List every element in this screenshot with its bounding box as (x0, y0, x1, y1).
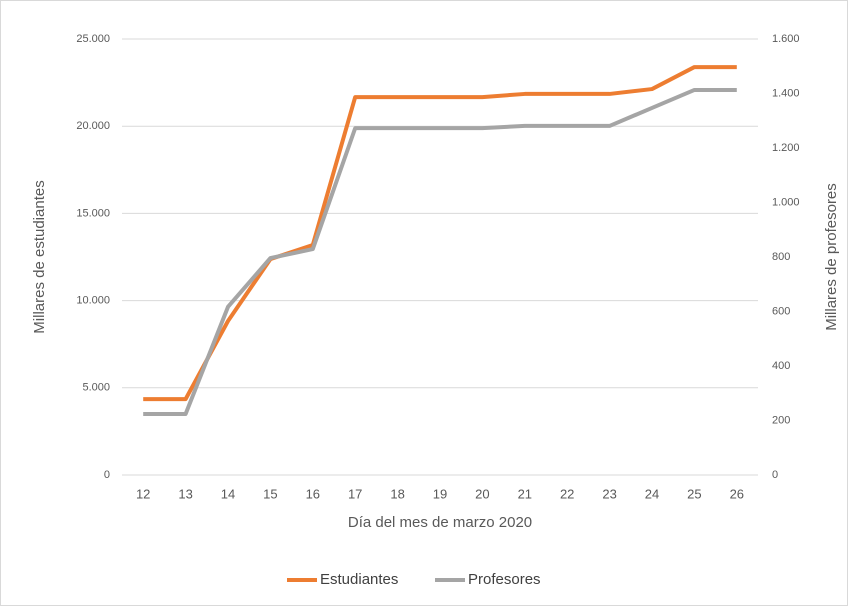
y-axis-title: Millares de estudiantes (31, 180, 48, 333)
y2-tick-label: 1.600 (772, 33, 800, 45)
x-tick-label: 18 (390, 486, 404, 501)
x-tick-label: 15 (263, 486, 277, 501)
x-tick-label: 19 (433, 486, 447, 501)
x-tick-label: 21 (518, 486, 532, 501)
legend-label: Profesores (468, 571, 541, 588)
y2-tick-label: 600 (772, 305, 790, 317)
x-tick-label: 25 (687, 486, 701, 501)
y-tick-label: 5.000 (82, 382, 110, 394)
y-tick-label: 0 (104, 469, 110, 481)
x-tick-label: 23 (602, 486, 616, 501)
x-tick-label: 13 (178, 486, 192, 501)
x-tick-label: 20 (475, 486, 489, 501)
y2-axis-title: Millares de profesores (823, 183, 840, 331)
y2-tick-label: 400 (772, 360, 790, 372)
x-tick-label: 12 (136, 486, 150, 501)
x-tick-label: 16 (306, 486, 320, 501)
series-line (143, 65, 737, 402)
y2-tick-label: 800 (772, 251, 790, 263)
y2-tick-label: 1.000 (772, 196, 800, 208)
y2-tick-label: 200 (772, 414, 790, 426)
y-tick-label: 10.000 (76, 295, 110, 307)
x-tick-label: 22 (560, 486, 574, 501)
y2-tick-label: 1.200 (772, 142, 800, 154)
x-tick-label: 26 (730, 486, 744, 501)
y-tick-label: 20.000 (76, 120, 110, 132)
y2-tick-label: 1.400 (772, 87, 800, 99)
x-tick-label: 14 (221, 486, 235, 501)
x-tick-label: 17 (348, 486, 362, 501)
y-tick-label: 15.000 (76, 207, 110, 219)
series-line (143, 87, 737, 416)
y-tick-label: 25.000 (76, 33, 110, 45)
x-tick-label: 24 (645, 486, 659, 501)
y2-tick-label: 0 (772, 469, 778, 481)
legend-label: Estudiantes (320, 571, 398, 588)
x-axis-title: Día del mes de marzo 2020 (348, 514, 532, 531)
